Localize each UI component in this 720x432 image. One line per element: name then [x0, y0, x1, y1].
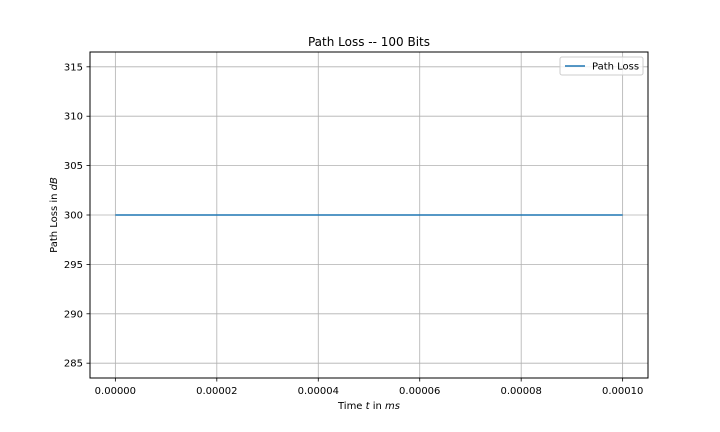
- y-tick-label: 305: [64, 161, 83, 172]
- x-tick-label: 0.00000: [95, 386, 136, 397]
- x-tick-label: 0.00004: [298, 386, 339, 397]
- y-tick-label: 310: [64, 112, 83, 123]
- x-tick-label: 0.00006: [399, 386, 440, 397]
- x-tick-label: 0.00008: [501, 386, 542, 397]
- x-axis-label: Time t in ms: [337, 401, 400, 412]
- y-tick-label: 315: [64, 62, 83, 73]
- x-tick-label: 0.00002: [196, 386, 237, 397]
- legend: Path Loss: [559, 56, 644, 76]
- y-tick-label: 300: [64, 211, 83, 222]
- x-tick-label: 0.00010: [602, 386, 643, 397]
- y-tick-label: 295: [64, 260, 83, 271]
- y-tick-label: 285: [64, 359, 83, 370]
- legend-box: [559, 56, 644, 76]
- ticks: 0.00000 0.00002 0.00004 0.00006 0.00008 0.000…: [64, 62, 643, 397]
- y-axis-label: Path Loss in dB: [49, 177, 60, 253]
- legend-label: Path Loss: [592, 62, 639, 73]
- y-tick-label: 290: [64, 309, 83, 320]
- chart-title: Path Loss -- 100 Bits: [308, 35, 430, 49]
